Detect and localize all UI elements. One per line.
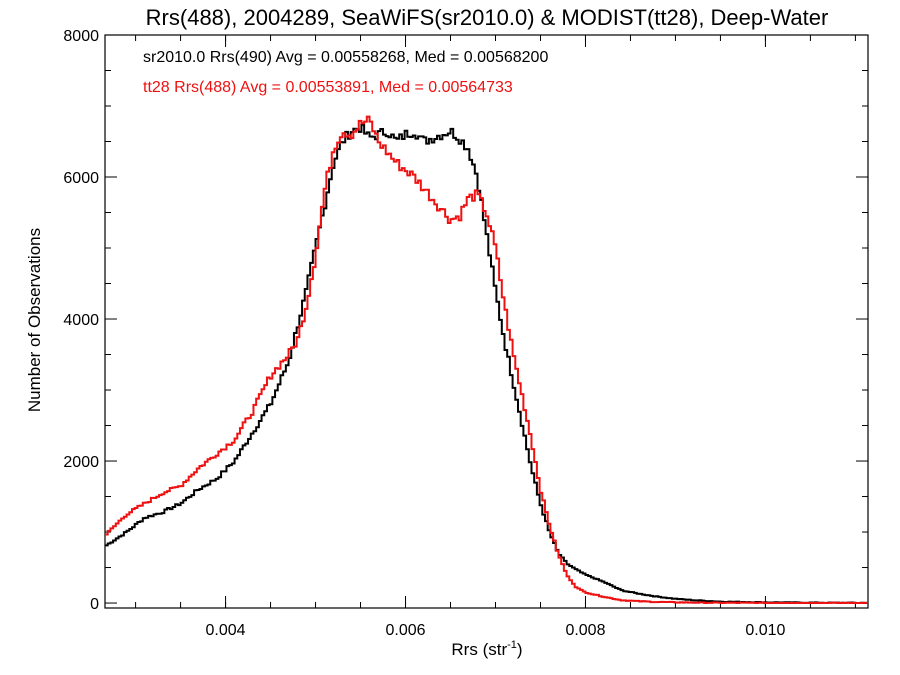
y-tick-label: 6000 [63, 170, 99, 187]
x-axis-label-main: Rrs (str [451, 640, 507, 659]
x-tick-label: 0.006 [385, 622, 425, 639]
x-tick-label: 0.008 [565, 622, 605, 639]
axis-ticks: 0.004 0.006 0.008 0.010 0 2000 4000 6000 8000 [63, 28, 868, 639]
series-layer [105, 115, 868, 605]
x-axis-label: Rrs (str-1) [451, 639, 522, 659]
annotation-tt28: tt28 Rrs(488) Avg = 0.00553891, Med = 0.… [143, 79, 513, 96]
x-axis-label-close: ) [517, 640, 523, 659]
x-tick-label: 0.004 [206, 622, 246, 639]
series-sr2010-line [105, 123, 868, 605]
x-axis-label-superscript: -1 [507, 639, 517, 651]
y-tick-label: 0 [90, 596, 99, 613]
chart-title: Rrs(488), 2004289, SeaWiFS(sr2010.0) & M… [146, 5, 829, 30]
series-tt28-line [105, 115, 868, 605]
y-tick-label: 2000 [63, 454, 99, 471]
plot-frame [104, 34, 869, 609]
y-tick-label: 4000 [63, 312, 99, 329]
y-axis-label: Number of Observations [25, 228, 44, 412]
y-tick-label: 8000 [63, 28, 99, 45]
annotation-sr2010: sr2010.0 Rrs(490) Avg = 0.00558268, Med … [143, 49, 548, 66]
x-tick-label: 0.010 [745, 622, 785, 639]
